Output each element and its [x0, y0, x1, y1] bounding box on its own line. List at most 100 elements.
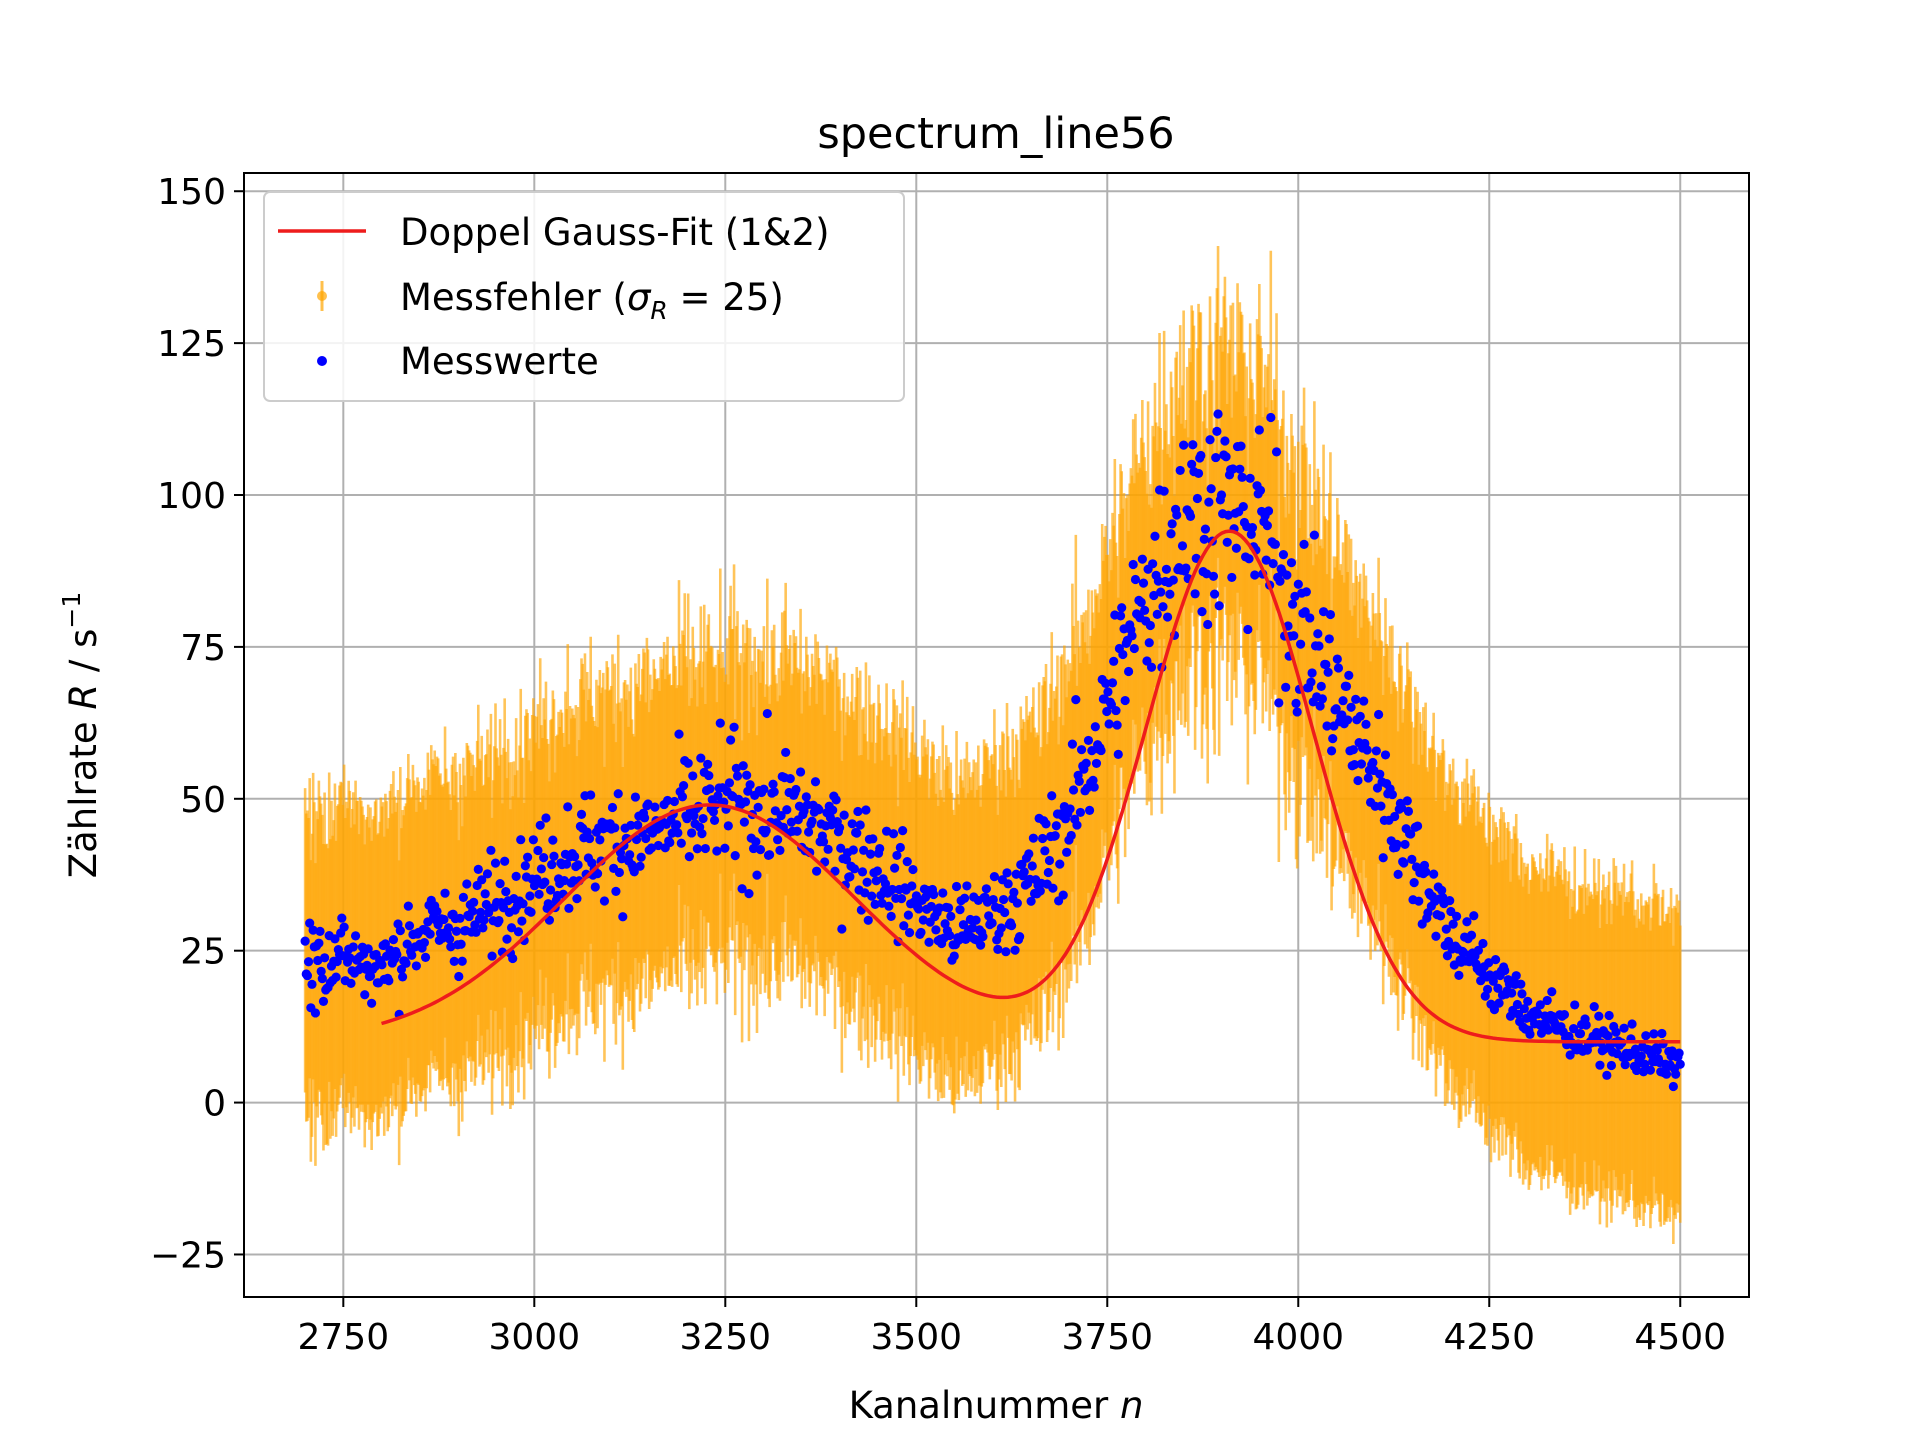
data-point — [315, 926, 325, 937]
y-axis-variable: R — [62, 684, 105, 710]
data-point — [1166, 529, 1176, 539]
data-point — [765, 850, 775, 860]
data-point — [348, 942, 358, 952]
data-point — [307, 979, 317, 989]
data-point — [703, 759, 713, 769]
data-point — [1511, 971, 1521, 981]
data-point — [1026, 896, 1036, 906]
data-point — [1044, 855, 1055, 866]
data-point — [1512, 999, 1522, 1010]
data-point — [1636, 1051, 1646, 1061]
x-tick-label: 4250 — [1443, 1317, 1535, 1358]
data-point — [940, 919, 950, 929]
data-point — [1484, 958, 1494, 968]
data-point — [1150, 531, 1160, 541]
data-point — [929, 889, 939, 900]
data-point — [1137, 554, 1147, 564]
legend-data-swatch — [317, 356, 327, 366]
data-point — [1589, 1002, 1599, 1012]
data-point — [1363, 773, 1373, 783]
data-point — [1286, 558, 1297, 568]
data-point — [1050, 831, 1060, 841]
data-point — [776, 811, 786, 821]
data-point — [1469, 911, 1479, 921]
data-point — [1301, 587, 1311, 597]
data-point — [1196, 450, 1206, 461]
data-point — [740, 797, 751, 807]
data-point — [1010, 945, 1020, 955]
x-tick-label: 3250 — [679, 1317, 771, 1358]
data-point — [847, 819, 857, 829]
data-point — [501, 887, 511, 897]
data-point — [791, 784, 801, 795]
data-point — [677, 792, 688, 802]
data-point — [543, 899, 553, 909]
data-point — [1413, 821, 1423, 831]
data-point — [1535, 1000, 1545, 1010]
y-axis-unit: / s — [62, 629, 105, 673]
data-point — [1158, 602, 1168, 612]
data-point — [308, 925, 318, 935]
data-point — [523, 852, 533, 862]
data-point — [1221, 452, 1231, 462]
error-bars — [303, 246, 1682, 1244]
data-point — [377, 960, 387, 970]
data-point — [887, 884, 897, 895]
data-point — [1318, 607, 1329, 617]
data-point — [855, 820, 865, 830]
data-point — [1375, 769, 1385, 779]
data-point — [860, 888, 870, 898]
data-point — [1473, 945, 1483, 955]
data-point — [590, 882, 600, 892]
data-point — [1019, 867, 1029, 877]
data-point — [1084, 805, 1095, 815]
data-point — [687, 828, 697, 838]
data-point — [363, 944, 373, 954]
legend-error-prefix: Messfehler ( — [400, 276, 627, 319]
data-point — [1307, 668, 1317, 678]
data-point — [955, 905, 965, 915]
data-point — [1244, 554, 1254, 564]
data-point — [814, 805, 824, 815]
data-point — [1101, 678, 1111, 688]
data-point — [1192, 493, 1203, 504]
data-point — [618, 912, 628, 922]
data-point — [1009, 887, 1019, 897]
data-point — [792, 826, 802, 836]
data-point — [457, 956, 467, 966]
data-point — [425, 929, 435, 939]
y-axis-label-text: Zählrate — [62, 721, 105, 878]
data-point — [1117, 603, 1127, 613]
data-point — [303, 957, 314, 967]
data-point — [696, 753, 706, 763]
data-point — [1047, 791, 1057, 801]
data-point — [1341, 681, 1352, 691]
data-point — [1565, 1050, 1575, 1060]
data-point — [1542, 995, 1552, 1006]
data-point — [1263, 506, 1274, 516]
data-point — [407, 950, 417, 960]
data-point — [865, 849, 876, 859]
data-point — [959, 893, 970, 903]
data-point — [1027, 861, 1037, 871]
data-point — [737, 884, 747, 894]
data-point — [751, 837, 761, 847]
data-point — [1668, 1081, 1678, 1092]
data-point — [1278, 549, 1289, 560]
data-point — [1595, 1060, 1605, 1070]
data-point — [305, 918, 315, 928]
data-point — [314, 938, 324, 948]
data-point — [1214, 601, 1224, 611]
data-point — [1127, 631, 1137, 641]
data-point — [1000, 907, 1010, 918]
data-point — [1387, 789, 1397, 800]
data-point — [1227, 572, 1237, 583]
data-point — [1355, 711, 1365, 721]
data-point — [549, 851, 559, 861]
data-point — [801, 792, 811, 802]
data-point — [337, 913, 347, 923]
data-point — [1177, 541, 1188, 551]
data-point — [1296, 639, 1306, 649]
x-tick-label: 3750 — [1061, 1317, 1153, 1358]
